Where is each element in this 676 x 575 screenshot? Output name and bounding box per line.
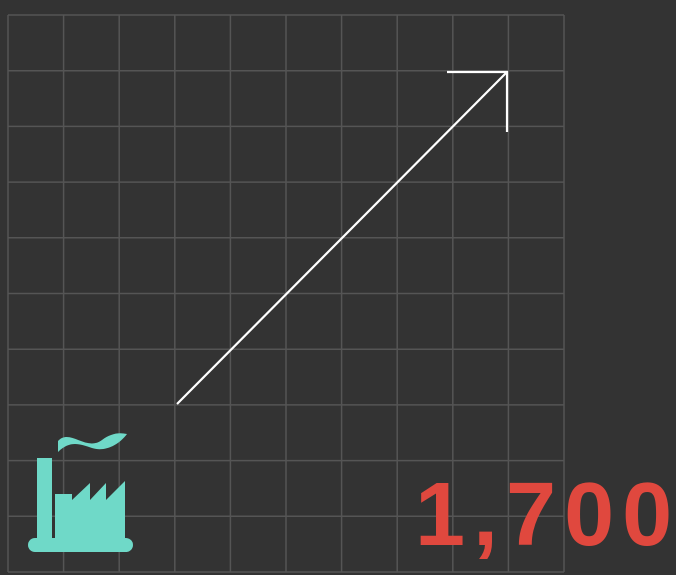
- chimney: [37, 458, 52, 542]
- stat-value: 1,700: [415, 465, 676, 565]
- arrow-head: [447, 70, 509, 132]
- growth-arrow: [176, 70, 509, 405]
- arrow-shaft: [176, 71, 508, 405]
- factory-icon: [28, 433, 133, 552]
- building: [55, 481, 125, 542]
- smoke: [58, 433, 127, 452]
- ground: [28, 538, 133, 552]
